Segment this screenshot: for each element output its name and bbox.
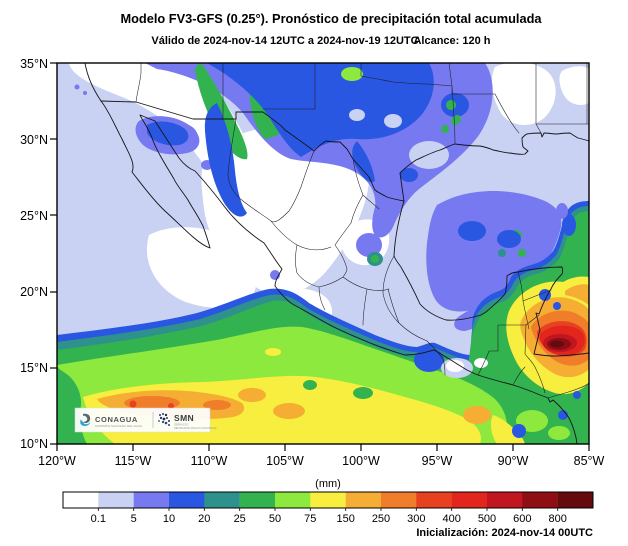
teal-spot-core — [371, 255, 379, 263]
colorbar-label: 600 — [513, 513, 531, 525]
colorbar-frame — [62, 491, 594, 509]
colorbar: (mm) 0.1 5 10 20 25 50 — [62, 478, 594, 539]
colorbar-cell — [204, 492, 240, 508]
colorbar-cell — [416, 492, 452, 508]
lon-label: 85°W — [574, 454, 605, 468]
lon-label: 120°W — [38, 454, 76, 468]
colorbar-label: 150 — [337, 513, 355, 525]
lon-label: 90°W — [498, 454, 529, 468]
colorbar-cell — [275, 492, 311, 508]
conagua-wordmark: CONAGUA — [95, 415, 138, 424]
colorbar-label: 25 — [234, 513, 246, 525]
precip-north-blue — [147, 63, 521, 248]
lat-label: 10°N — [20, 437, 48, 451]
smn-tagline-2: METEOROLÓGICO NACIONAL — [174, 425, 217, 430]
colorbar-cell — [133, 492, 170, 508]
initialization-label: Inicialización: 2024-nov-14 00UTC — [416, 527, 593, 539]
colorbar-labels: 0.1 5 10 20 25 50 75 150 250 300 400 500… — [91, 513, 567, 525]
lon-label: 110°W — [191, 454, 228, 468]
coastlines — [84, 63, 589, 444]
lat-axis: 35°N 30°N 25°N 20°N 15°N 10°N — [20, 57, 48, 451]
colorbar-cell — [487, 492, 523, 508]
colorbar-label: 500 — [478, 513, 496, 525]
forecast-range-label: Alcance: 120 h — [413, 35, 490, 47]
light-holes — [349, 109, 449, 169]
band-green-specks — [303, 380, 373, 399]
colorbar-cells — [63, 492, 593, 508]
map-panel: CONAGUA COMISIÓN NACIONAL DEL AGUA SMN S… — [56, 62, 590, 445]
colorbar-label: 20 — [198, 513, 210, 525]
colorbar-label: 0.1 — [91, 513, 106, 525]
colorbar-ticks — [97, 508, 559, 511]
colorbar-cell — [98, 492, 134, 508]
smn-tagline-1: SERVICIO — [174, 423, 189, 427]
colorbar-label: 5 — [131, 513, 137, 525]
colorbar-cell — [310, 492, 346, 508]
colorbar-cell — [381, 492, 417, 508]
logo-box: CONAGUA COMISIÓN NACIONAL DEL AGUA SMN S… — [74, 407, 217, 433]
state-borders — [135, 63, 589, 399]
colorbar-label: 800 — [549, 513, 567, 525]
colorbar-cell — [557, 492, 593, 508]
lat-label: 30°N — [20, 133, 48, 147]
lat-label: 35°N — [20, 57, 48, 71]
precip-max-core — [550, 340, 564, 348]
colorbar-cell — [239, 492, 276, 508]
se-detail-spots — [414, 203, 581, 438]
colorbar-cell — [169, 492, 205, 508]
lon-label: 105°W — [266, 454, 304, 468]
colorbar-label: 400 — [443, 513, 461, 525]
conagua-logo-icon — [80, 413, 91, 426]
map-frame — [56, 62, 590, 445]
valid-period-label: Válido de 2024-nov-14 12UTC a 2024-nov-1… — [151, 35, 418, 47]
smn-logo-icon — [158, 413, 170, 426]
colorbar-label: 10 — [163, 513, 175, 525]
lon-axis: 120°W 115°W 110°W 105°W 100°W 95°W 90°W … — [38, 454, 604, 468]
smn-wordmark: SMN — [174, 413, 194, 423]
colorbar-cell — [451, 492, 488, 508]
lat-label: 15°N — [20, 361, 48, 375]
conagua-tagline: COMISIÓN NACIONAL DEL AGUA — [95, 423, 142, 428]
colorbar-label: 50 — [269, 513, 281, 525]
colorbar-cell — [63, 492, 99, 508]
page-title: Modelo FV3-GFS (0.25°). Pronóstico de pr… — [120, 11, 542, 26]
colorbar-cell — [522, 492, 558, 508]
gulf-teal-dot — [498, 249, 506, 257]
lat-label: 20°N — [20, 285, 48, 299]
lat-label: 25°N — [20, 209, 48, 223]
colorbar-cell — [345, 492, 382, 508]
lon-label: 100°W — [342, 454, 380, 468]
precipitation-field: CONAGUA COMISIÓN NACIONAL DEL AGUA SMN S… — [57, 63, 589, 444]
colorbar-label: 300 — [407, 513, 425, 525]
dry-areas — [69, 63, 589, 334]
colorbar-units: (mm) — [315, 478, 341, 490]
axis-ticks — [50, 62, 590, 451]
lon-label: 115°W — [115, 454, 152, 468]
lon-label: 95°W — [422, 454, 453, 468]
colorbar-label: 75 — [304, 513, 316, 525]
colorbar-label: 250 — [372, 513, 390, 525]
